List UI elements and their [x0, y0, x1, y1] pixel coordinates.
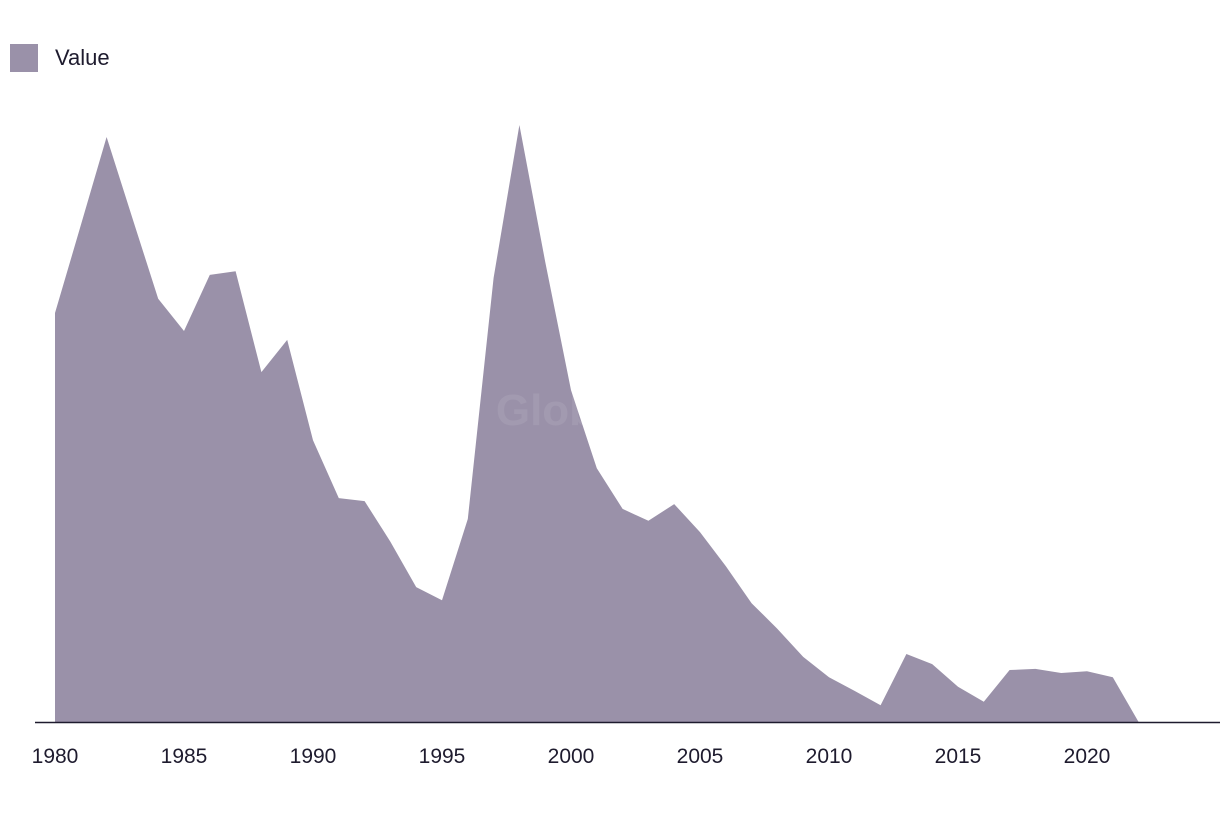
- x-tick-label: 1995: [419, 745, 466, 768]
- watermark-logo: GlobalData: [496, 386, 729, 435]
- x-axis-ticks: 1980 1985 1990 1995 2000 2005 2010 2015 2020: [32, 745, 1111, 768]
- x-tick-label: 1980: [32, 745, 79, 768]
- x-tick-label: 2010: [806, 745, 853, 768]
- legend-label: Value: [55, 45, 110, 70]
- x-tick-label: 1985: [161, 745, 208, 768]
- legend-swatch: [10, 44, 38, 72]
- x-tick-label: 2020: [1064, 745, 1111, 768]
- x-tick-label: 2005: [677, 745, 724, 768]
- x-tick-label: 2015: [935, 745, 982, 768]
- legend: Value: [10, 44, 110, 72]
- x-tick-label: 1990: [290, 745, 337, 768]
- x-tick-label: 2000: [548, 745, 595, 768]
- series-area-value: [55, 125, 1139, 722]
